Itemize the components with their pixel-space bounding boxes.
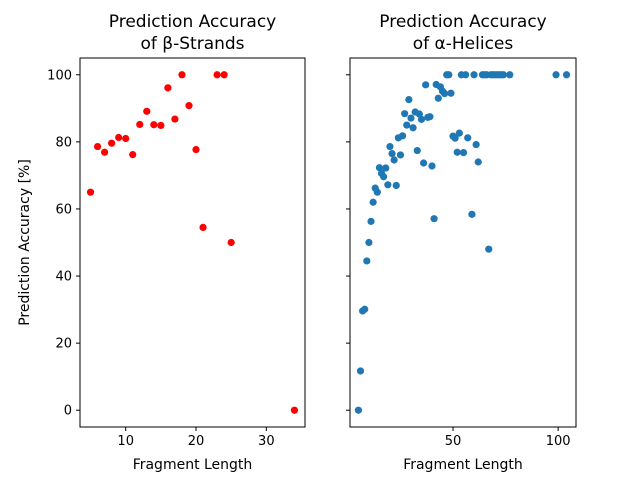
data-point: [369, 198, 377, 206]
data-point: [361, 305, 369, 313]
data-point: [373, 188, 381, 196]
data-point: [552, 71, 560, 79]
title-line-2: of α-Helices: [413, 34, 514, 54]
title-line-1: Prediction Accuracy: [379, 12, 546, 32]
data-point: [426, 113, 434, 121]
data-point: [455, 129, 463, 137]
data-point: [122, 134, 130, 143]
data-point: [367, 217, 375, 225]
data-point: [227, 238, 235, 247]
data-point: [428, 162, 436, 170]
data-point: [220, 71, 228, 79]
data-point: [464, 134, 472, 142]
data-point: [157, 121, 165, 130]
data-point: [392, 181, 400, 190]
data-point: [462, 71, 470, 79]
x-axis-label: Fragment Length: [403, 457, 523, 473]
data-point: [413, 146, 421, 155]
data-point: [354, 406, 363, 414]
data-point: [213, 71, 221, 79]
data-point: [403, 121, 411, 129]
data-point: [451, 134, 459, 142]
data-point: [390, 156, 398, 164]
x-tick-label: 10: [117, 434, 134, 449]
data-point: [384, 181, 392, 189]
y-tick-label: 60: [55, 202, 72, 217]
data-point: [185, 102, 193, 110]
data-point: [506, 71, 514, 79]
data-point: [417, 115, 426, 123]
data-points: [354, 71, 571, 414]
data-point: [199, 223, 207, 232]
data-point: [164, 84, 172, 92]
data-point: [422, 81, 430, 89]
data-point: [143, 107, 151, 115]
data-point: [171, 115, 179, 123]
data-point: [430, 215, 438, 223]
data-points: [86, 71, 299, 414]
data-point: [290, 406, 299, 414]
data-point: [382, 164, 390, 172]
data-point: [459, 148, 468, 157]
y-tick-label: 80: [55, 135, 72, 150]
x-tick-label: 50: [445, 434, 462, 449]
data-point: [419, 159, 428, 167]
data-point: [363, 257, 371, 265]
data-point: [562, 71, 571, 79]
data-point: [388, 150, 396, 158]
data-point: [447, 89, 455, 97]
data-point: [136, 120, 144, 129]
data-point: [365, 238, 373, 247]
data-point: [401, 110, 409, 118]
y-tick-label: 40: [55, 270, 72, 285]
data-point: [375, 164, 384, 172]
title-line-1: Prediction Accuracy: [109, 12, 276, 32]
data-point: [115, 133, 123, 142]
data-point: [86, 188, 95, 196]
data-point: [485, 245, 493, 253]
x-tick-label: 20: [188, 434, 205, 449]
data-point: [453, 148, 461, 156]
x-tick-label: 100: [546, 434, 571, 449]
axis-ticks: 10 20 30 0 20 40 60 80 100: [47, 68, 274, 449]
data-point: [93, 142, 102, 151]
plot-frame: [349, 57, 577, 428]
data-point: [398, 132, 407, 140]
axis-ticks: 50 100: [346, 74, 571, 449]
y-axis-label: Prediction Accuracy [%]: [17, 159, 33, 326]
data-point: [474, 158, 482, 166]
plot-frame: [79, 57, 306, 428]
y-tick-label: 100: [47, 68, 72, 83]
data-point: [441, 89, 449, 98]
data-point: [499, 71, 508, 79]
y-tick-label: 0: [64, 404, 72, 419]
data-point: [101, 148, 109, 156]
data-point: [470, 71, 478, 79]
x-axis-label: Fragment Length: [133, 457, 253, 473]
data-point: [445, 71, 453, 79]
data-point: [472, 140, 480, 149]
data-point: [150, 121, 158, 129]
data-point: [356, 367, 365, 375]
x-tick-label: 30: [258, 434, 275, 449]
plot-beta-strands: Prediction Accuracy of β-Strands Fragmen…: [17, 12, 306, 473]
data-point: [396, 151, 405, 159]
data-point: [407, 114, 415, 122]
data-point: [434, 94, 442, 102]
data-point: [380, 173, 388, 181]
y-tick-label: 20: [55, 337, 72, 352]
data-point: [405, 95, 413, 104]
data-point: [468, 210, 476, 218]
data-point: [386, 142, 394, 151]
data-point: [129, 151, 137, 159]
data-point: [409, 124, 417, 132]
data-point: [192, 145, 200, 154]
title-line-2: of β-Strands: [140, 34, 244, 54]
data-point: [108, 139, 116, 147]
plot-alpha-helices: Prediction Accuracy of α-Helices Fragmen…: [346, 12, 577, 473]
data-point: [178, 71, 186, 79]
